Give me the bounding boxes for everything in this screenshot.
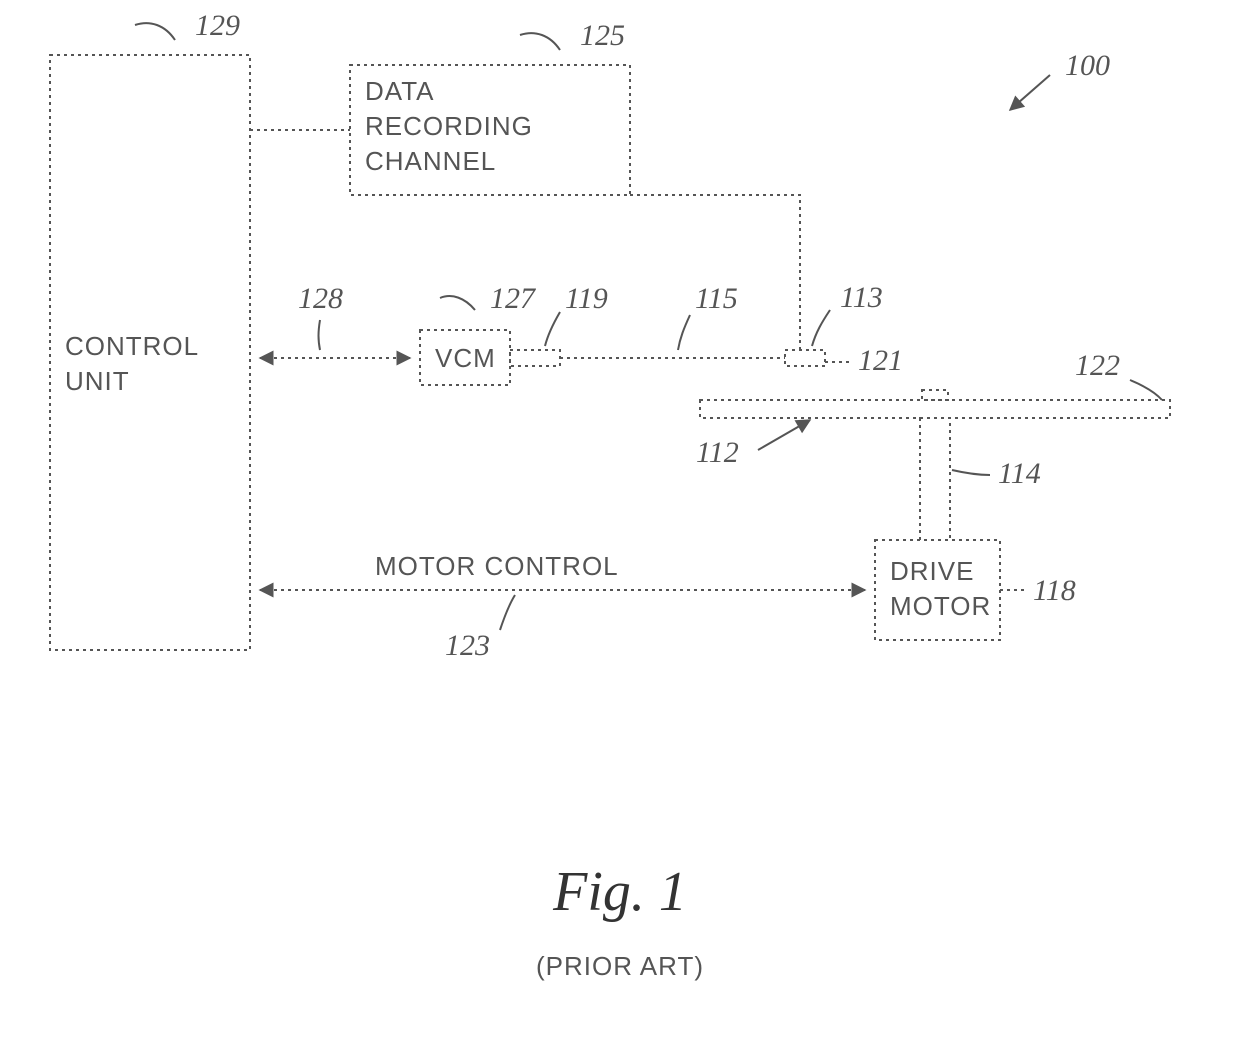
data-channel-block: DATA RECORDING CHANNEL [350, 65, 630, 195]
ref-100: 100 [1065, 49, 1110, 82]
control-unit-block: CONTROL UNIT [50, 55, 250, 650]
ref-129: 129 [195, 9, 240, 42]
vcm-block: VCM [420, 330, 510, 385]
conn-drc-head [630, 195, 800, 350]
ref-128: 128 [298, 282, 343, 315]
data-channel-l1: DATA [365, 76, 434, 106]
ref-112: 112 [696, 436, 739, 469]
data-channel-l2: RECORDING [365, 111, 533, 141]
control-unit-label-l2: UNIT [65, 366, 130, 396]
spindle [920, 418, 950, 540]
leader-100 [1010, 75, 1050, 110]
figure-title: Fig. 1 [552, 861, 687, 923]
diagram-svg: CONTROL UNIT 129 DATA RECORDING CHANNEL … [0, 0, 1240, 1042]
ref-121: 121 [858, 344, 903, 377]
ref-115: 115 [695, 282, 738, 315]
spindle-top [922, 390, 948, 400]
figure-caption: (PRIOR ART) [536, 951, 704, 981]
ref-123: 123 [445, 629, 490, 662]
ref-118: 118 [1033, 574, 1076, 607]
ref-122: 122 [1075, 349, 1120, 382]
motor-control-label: MOTOR CONTROL [375, 551, 619, 581]
ref-119: 119 [565, 282, 608, 315]
control-unit-label-l1: CONTROL [65, 331, 199, 361]
ref-114: 114 [998, 457, 1041, 490]
ref-113: 113 [840, 281, 883, 314]
ref-125: 125 [580, 19, 625, 52]
vcm-label: VCM [435, 343, 496, 373]
arm-stub [510, 350, 560, 366]
head-slider [785, 350, 825, 366]
drive-motor-l2: MOTOR [890, 591, 991, 621]
data-channel-l3: CHANNEL [365, 146, 496, 176]
leader-112 [758, 420, 810, 450]
drive-motor-l1: DRIVE [890, 556, 974, 586]
drive-motor-block: DRIVE MOTOR [875, 540, 1000, 640]
disk-platter [700, 400, 1170, 418]
ref-127: 127 [490, 282, 537, 315]
